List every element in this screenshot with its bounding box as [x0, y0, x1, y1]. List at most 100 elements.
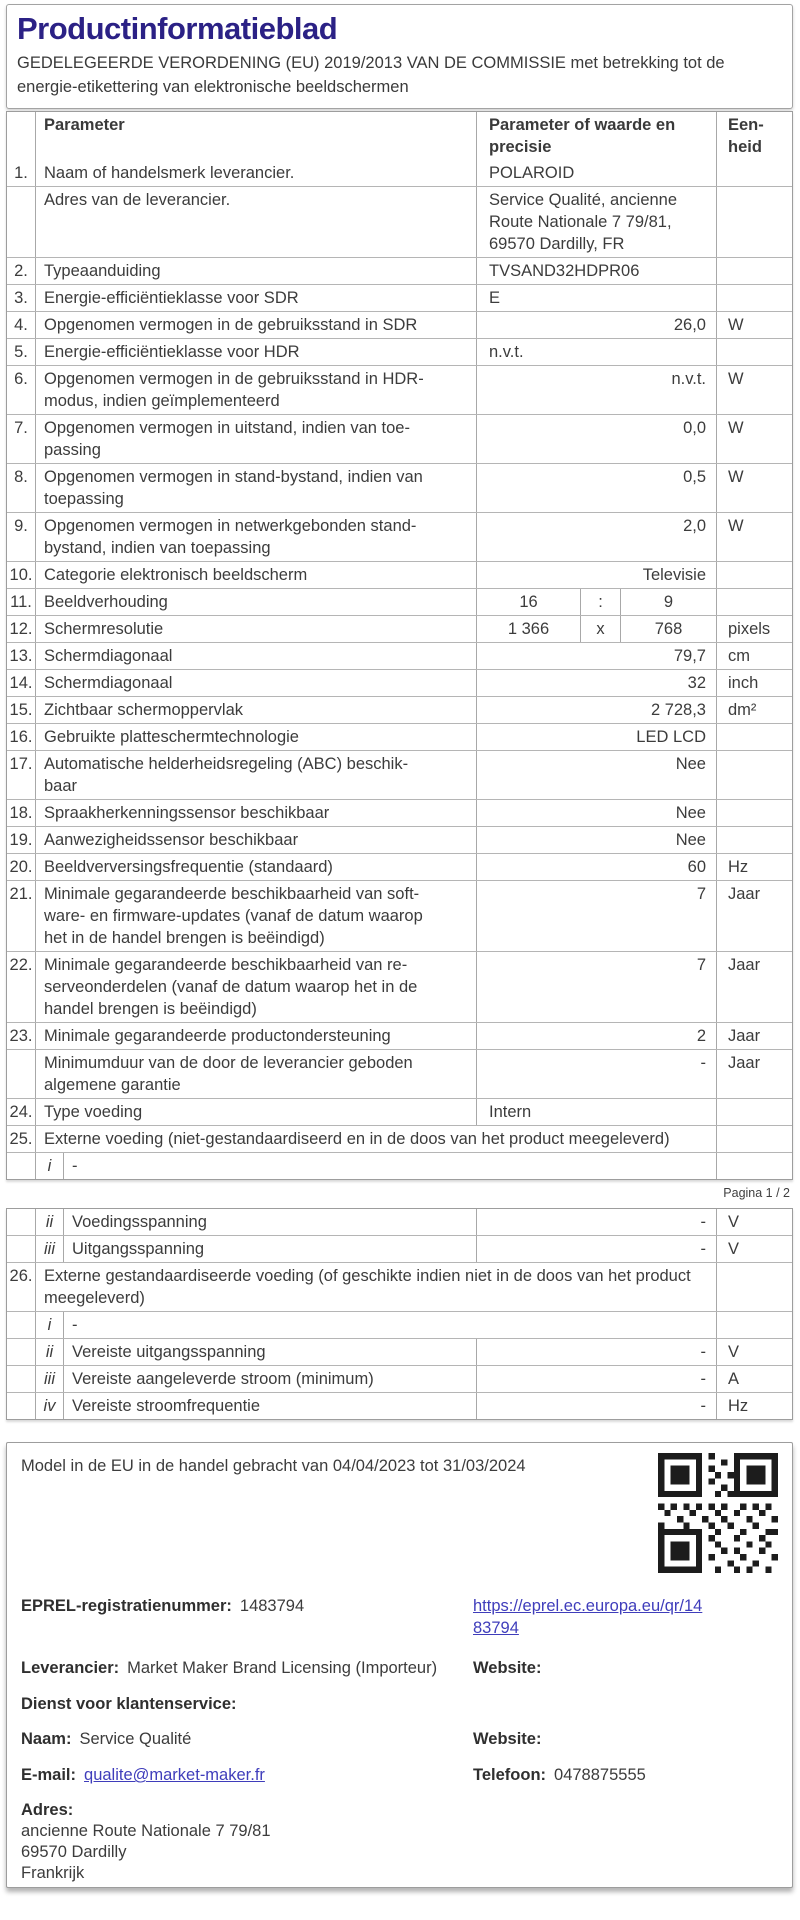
- value-cell: Nee: [476, 827, 716, 853]
- naam-row-right: Website:: [473, 1728, 778, 1750]
- table-row: 14. Schermdiagonaal 32 inch: [7, 669, 792, 696]
- parameter-cell: Minimale gegarandeerde productondersteun…: [35, 1023, 476, 1049]
- table-row: 24. Type voeding Intern: [7, 1098, 792, 1125]
- header-parameter-cell: Parameter: [35, 112, 476, 160]
- value-cell: Nee: [476, 751, 716, 799]
- table-row: ii Vereiste uitgangsspanning - V: [7, 1338, 792, 1365]
- row-number: 4.: [14, 316, 28, 334]
- unit-cell: Jaar: [716, 952, 792, 1022]
- unit-cell: W: [716, 312, 792, 338]
- row-number: 18.: [9, 804, 33, 822]
- unit-cell: [716, 258, 792, 284]
- table-row: 8. Opgenomen vermogen in stand-bystand, i…: [7, 463, 792, 512]
- table-row: 19. Aanwezigheidssensor beschikbaar Nee: [7, 826, 792, 853]
- row-number: [7, 1236, 35, 1262]
- roman-numeral: ii: [35, 1209, 63, 1235]
- value-part: 9: [620, 589, 716, 615]
- parameter-cell: Opgenomen vermogen in uitstand, indien v…: [35, 415, 476, 463]
- website-label-2: Website:: [473, 1730, 542, 1748]
- parameter-cell: Aanwezigheidssensor beschikbaar: [35, 827, 476, 853]
- unit-cell: Hz: [716, 1393, 792, 1419]
- leverancier-value: Market Maker Brand Licensing (Importeur): [127, 1659, 438, 1677]
- email-label: E-mail:: [21, 1766, 77, 1784]
- telefoon-value: 0478875555: [554, 1766, 646, 1784]
- value-cell: Televisie: [476, 562, 716, 588]
- roman-numeral: iii: [35, 1366, 63, 1392]
- parameter-cell: Opgenomen vermogen in de gebruiksstand i…: [35, 366, 476, 414]
- unit-cell: cm: [716, 643, 792, 669]
- table-row: 9. Opgenomen vermogen in netwerkgebonden …: [7, 512, 792, 561]
- unit-cell: [716, 1126, 792, 1152]
- naam-row-left: Naam: Service Qualité: [21, 1728, 473, 1750]
- row-number: 11.: [10, 593, 32, 611]
- value-part: 16: [476, 589, 580, 615]
- row-number: 10.: [9, 566, 33, 584]
- unit-cell: V: [716, 1209, 792, 1235]
- table-row: iv Vereiste stroomfrequentie - Hz: [7, 1392, 792, 1419]
- value-cell: Service Qualité, ancienne Route National…: [476, 187, 716, 257]
- header-value-cell: Parameter of waarde en precisie: [476, 112, 716, 160]
- table-row: iii Uitgangsspanning - V: [7, 1235, 792, 1262]
- roman-numeral: ii: [35, 1339, 63, 1365]
- value-cell: -: [476, 1209, 716, 1235]
- parameter-cell: Uitgangsspanning: [63, 1236, 476, 1262]
- unit-cell: V: [716, 1236, 792, 1262]
- value-separator: x: [580, 616, 620, 642]
- parameter-cell: Typeaanduiding: [35, 258, 476, 284]
- row-number: 21.: [9, 885, 33, 903]
- unit-cell: A: [716, 1366, 792, 1392]
- title-box: Productinformatieblad GEDELEGEERDE VEROR…: [6, 4, 793, 109]
- qr-code: [658, 1453, 778, 1573]
- table-row: 15. Zichtbaar schermoppervlak 2 728,3 dm²: [7, 696, 792, 723]
- parameter-cell: Automatische helderheidsregeling (ABC) b…: [35, 751, 476, 799]
- table-row: 20. Beeldverversingsfrequentie (standaard…: [7, 853, 792, 880]
- row-number: 14.: [9, 674, 33, 692]
- table-row: 17. Automatische helderheidsregeling (ABC…: [7, 750, 792, 799]
- unit-cell: [716, 589, 792, 615]
- unit-cell: [716, 1263, 792, 1311]
- table-row: 26. Externe gestandaardiseerde voeding (o…: [7, 1262, 792, 1311]
- unit-cell: W: [716, 464, 792, 512]
- row-number: 1.: [14, 164, 28, 182]
- value-cell: -: [476, 1050, 716, 1098]
- parameter-cell: -: [63, 1312, 716, 1338]
- naam-label: Naam:: [21, 1730, 72, 1748]
- parameter-cell: Voedingsspanning: [63, 1209, 476, 1235]
- klantenservice-label: Dienst voor klantenservice:: [21, 1695, 237, 1713]
- row-number: 17.: [9, 755, 33, 773]
- naam-value: Service Qualité: [79, 1730, 192, 1748]
- value-cell: n.v.t.: [476, 339, 716, 365]
- row-number: 16.: [9, 728, 33, 746]
- regulation-subtitle: GEDELEGEERDE VERORDENING (EU) 2019/2013 …: [17, 54, 725, 96]
- row-number: 20.: [9, 858, 33, 876]
- row-number: 25.: [9, 1130, 33, 1148]
- table-row: i-: [7, 1152, 792, 1179]
- leverancier-row-left: Leverancier: Market Maker Brand Licensing…: [21, 1657, 473, 1679]
- table-row: 2. Typeaanduiding TVSAND32HDPR06: [7, 257, 792, 284]
- unit-cell: Jaar: [716, 1023, 792, 1049]
- parameter-cell: Type voeding: [35, 1099, 476, 1125]
- parameter-cell: Schermdiagonaal: [35, 670, 476, 696]
- table-header-row: Parameter Parameter of waarde en precisi…: [7, 112, 792, 160]
- value-cell: TVSAND32HDPR06: [476, 258, 716, 284]
- unit-cell: [716, 160, 792, 186]
- unit-cell: Hz: [716, 854, 792, 880]
- value-cell: -: [476, 1339, 716, 1365]
- email-link[interactable]: qualite@market-maker.fr: [84, 1766, 265, 1784]
- parameter-table-page1: Parameter Parameter of waarde en precisi…: [6, 111, 793, 1180]
- parameter-cell: Opgenomen vermogen in de gebruiksstand i…: [35, 312, 476, 338]
- eprel-label: EPREL-registratienummer:: [21, 1597, 232, 1615]
- value-cell: n.v.t.: [476, 366, 716, 414]
- row-number: 24.: [9, 1103, 33, 1121]
- market-period-line: Model in de EU in de handel gebracht van…: [21, 1457, 526, 1475]
- row-number: [7, 1366, 35, 1392]
- unit-cell: W: [716, 366, 792, 414]
- table-row: 10. Categorie elektronisch beeldscherm Tel…: [7, 561, 792, 588]
- eprel-link[interactable]: https://eprel.ec.europa.eu/qr/14 83794: [473, 1597, 703, 1637]
- adres-lines: ancienne Route Nationale 7 79/81 69570 D…: [21, 1822, 271, 1882]
- parameter-cell: Schermdiagonaal: [35, 643, 476, 669]
- table-row: 13. Schermdiagonaal 79,7 cm: [7, 642, 792, 669]
- table-row: 3. Energie-efficiëntieklasse voor SDR E: [7, 284, 792, 311]
- value-cell: 26,0: [476, 312, 716, 338]
- parameter-cell: Externe voeding (niet-gestandaardiseerd …: [35, 1126, 716, 1152]
